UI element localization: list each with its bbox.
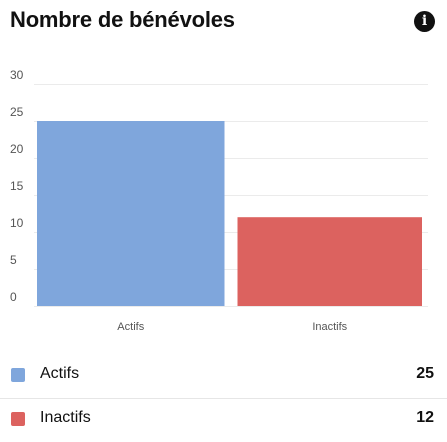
volunteers-card: Nombre de bénévoles i 0 5 10 15 20 25 30 Actifs… bbox=[0, 7, 447, 426]
card-title: Nombre de bénévoles bbox=[10, 7, 235, 32]
y-tick-label: 5 bbox=[10, 253, 17, 267]
legend-value-actifs: 25 bbox=[416, 365, 434, 382]
info-icon[interactable]: i bbox=[414, 11, 435, 32]
legend-value-inactifs: 12 bbox=[416, 409, 434, 426]
y-tick-label: 30 bbox=[10, 68, 24, 82]
y-tick-label: 25 bbox=[10, 105, 24, 119]
legend-swatch-inactifs bbox=[11, 412, 25, 426]
bar-inactifs bbox=[237, 217, 422, 306]
bar-actifs bbox=[37, 121, 225, 306]
legend-item-actifs: Actifs 25 bbox=[0, 355, 447, 399]
x-tick-label: Inactifs bbox=[312, 321, 347, 333]
legend-label-inactifs: Inactifs bbox=[40, 409, 91, 426]
y-tick-label: 10 bbox=[10, 216, 24, 230]
x-tick-label: Actifs bbox=[117, 321, 144, 333]
legend-label-actifs: Actifs bbox=[40, 365, 80, 382]
legend: Actifs 25 Inactifs 12 bbox=[0, 355, 447, 442]
legend-swatch-actifs bbox=[11, 368, 25, 382]
y-tick-label: 0 bbox=[10, 290, 17, 304]
legend-item-inactifs: Inactifs 12 bbox=[0, 399, 447, 442]
y-tick-label: 20 bbox=[10, 142, 24, 156]
bar-chart: 0 5 10 15 20 25 30 Actifs Inactifs bbox=[10, 68, 428, 333]
y-tick-label: 15 bbox=[10, 179, 24, 193]
